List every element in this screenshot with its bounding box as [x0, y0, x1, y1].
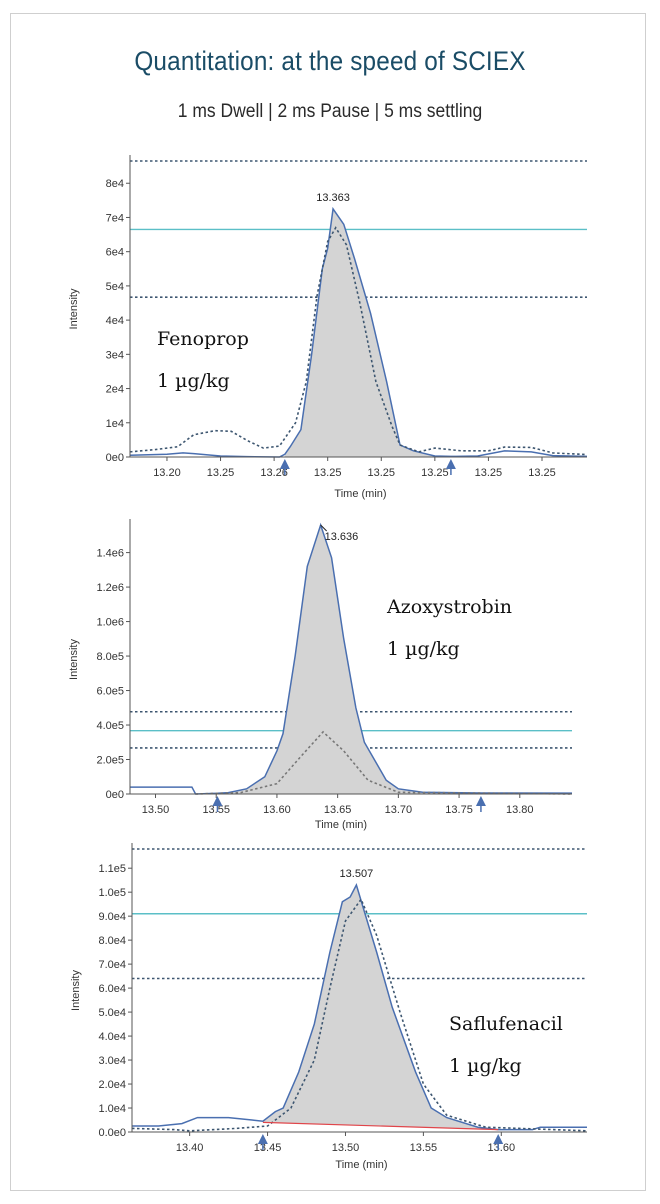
- x-tick-label: 13.20: [153, 467, 181, 479]
- chart-azoxystrobin: 0e0 2.0e5 4.0e5 6.0e5 8.0e5 1.0e6 1.2e6 1.4e6 13…: [68, 519, 573, 831]
- series-line-qualifier: [131, 897, 588, 1132]
- arrow-head: [212, 796, 223, 806]
- arrow-head: [257, 1134, 268, 1144]
- y-tick-label: 1.4e6: [96, 548, 124, 560]
- integration-baseline: [262, 1121, 499, 1131]
- x-tick-label: 13.25: [368, 467, 396, 479]
- figure-subtitle: 1 ms Dwell | 2 ms Pause | 5 ms settling: [177, 101, 483, 122]
- series-line-qualifier: [195, 730, 573, 795]
- x-tick-label: 13.50: [332, 1142, 360, 1154]
- compound-concentration: 1 µg/kg: [387, 638, 460, 660]
- x-tick-label: 13.45: [254, 1142, 282, 1154]
- y-tick-label: 5.0e4: [98, 1007, 126, 1019]
- y-tick-label: 0.0e0: [98, 1127, 126, 1139]
- x-tick-label: 13.60: [263, 804, 291, 816]
- y-tick-label: 8.0e5: [96, 651, 124, 663]
- peak-rt-label: 13.636: [325, 531, 359, 543]
- y-tick-label: 7.0e4: [98, 959, 126, 971]
- arrow-head: [445, 459, 456, 469]
- chart-saflufenacil: 0.0e0 1.0e4 2.0e4 3.0e4 4.0e4 5.0e4 6.0e4 7.0e4…: [70, 843, 588, 1171]
- y-tick-label: 1.0e4: [98, 1103, 126, 1115]
- y-tick-label: 1e4: [106, 418, 124, 430]
- y-tick-label: 2e4: [106, 384, 124, 396]
- arrow-head: [279, 459, 290, 469]
- y-tick-label: 6e4: [106, 247, 124, 259]
- x-tick-label: 13.65: [324, 804, 352, 816]
- arrow-head: [493, 1134, 504, 1144]
- y-tick-label: 4.0e5: [96, 720, 124, 732]
- peak-area-fill: [284, 208, 451, 457]
- x-tick-label: 13.25: [475, 467, 503, 479]
- y-tick-label: 6.0e4: [98, 983, 126, 995]
- y-tick-label: 0e0: [106, 789, 124, 801]
- y-tick-label: 1.2e6: [96, 582, 124, 594]
- y-tick-label: 1.0e5: [98, 887, 126, 899]
- x-tick-label: 13.70: [385, 804, 413, 816]
- y-tick-label: 4e4: [106, 315, 124, 327]
- y-tick-label: 0e0: [106, 452, 124, 464]
- compound-concentration: 1 µg/kg: [449, 1055, 522, 1077]
- integration-marker-icon[interactable]: [212, 796, 223, 812]
- integration-marker-icon[interactable]: [257, 1134, 268, 1150]
- compound-name: Saflufenacil: [449, 1013, 563, 1035]
- series-line-quantifier: [129, 206, 588, 458]
- y-tick-label: 7e4: [106, 212, 124, 224]
- y-tick-label: 2.0e4: [98, 1079, 126, 1091]
- compound-concentration: 1 µg/kg: [157, 370, 230, 392]
- y-tick-label: 8.0e4: [98, 935, 126, 947]
- x-tick-label: 13.75: [445, 804, 473, 816]
- integration-marker-icon[interactable]: [475, 796, 486, 812]
- x-tick-label: 13.25: [421, 467, 449, 479]
- series-line-qualifier: [129, 226, 588, 456]
- figure-title: Quantitation: at the speed of SCIEX: [134, 46, 526, 76]
- x-tick-label: 13.55: [410, 1142, 438, 1154]
- x-tick-label: 13.26: [260, 467, 288, 479]
- y-tick-label: 4.0e4: [98, 1031, 126, 1043]
- y-tick-label: 9.0e4: [98, 911, 126, 923]
- y-tick-label: 2.0e5: [96, 755, 124, 767]
- x-tick-label: 13.60: [488, 1142, 516, 1154]
- x-tick-label: 13.25: [528, 467, 556, 479]
- y-tick-label: 3.0e4: [98, 1055, 126, 1067]
- x-tick-label: 13.50: [142, 804, 170, 816]
- y-tick-label: 6.0e5: [96, 686, 124, 698]
- peak-area-fill: [217, 525, 481, 794]
- y-tick-label: 5e4: [106, 281, 124, 293]
- y-axis-title: Intensity: [68, 639, 80, 680]
- compound-name: Azoxystrobin: [386, 596, 512, 618]
- y-axis-title: Intensity: [68, 288, 80, 329]
- y-axis-title: Intensity: [70, 970, 82, 1011]
- chart-fenoprop: 0e0 1e4 2e4 3e4 4e4 5e4 6e4 7e4 8e4 13.20 13.25 13.…: [68, 155, 588, 500]
- x-axis-title: Time (min): [315, 819, 367, 831]
- x-tick-label: 13.25: [207, 467, 235, 479]
- y-tick-label: 1.1e5: [98, 863, 126, 875]
- integration-marker-icon[interactable]: [493, 1134, 504, 1150]
- series-line-quantifier: [132, 882, 587, 1131]
- y-tick-label: 8e4: [106, 178, 124, 190]
- y-tick-label: 3e4: [106, 349, 124, 361]
- x-axis-title: Time (min): [334, 488, 386, 500]
- peak-rt-label: 13.363: [316, 192, 350, 204]
- peak-label-leader: [320, 524, 327, 532]
- x-tick-label: 13.80: [506, 804, 534, 816]
- x-tick-label: 13.55: [202, 804, 230, 816]
- compound-name: Fenoprop: [157, 328, 249, 350]
- x-tick-label: 13.25: [314, 467, 342, 479]
- integration-marker-icon[interactable]: [445, 459, 456, 475]
- x-tick-label: 13.40: [176, 1142, 204, 1154]
- x-axis-title: Time (min): [335, 1159, 387, 1171]
- arrow-head: [475, 796, 486, 806]
- peak-rt-label: 13.507: [340, 868, 374, 880]
- peak-area-fill: [262, 884, 499, 1130]
- integration-marker-icon[interactable]: [279, 459, 290, 475]
- y-tick-label: 1.0e6: [96, 617, 124, 629]
